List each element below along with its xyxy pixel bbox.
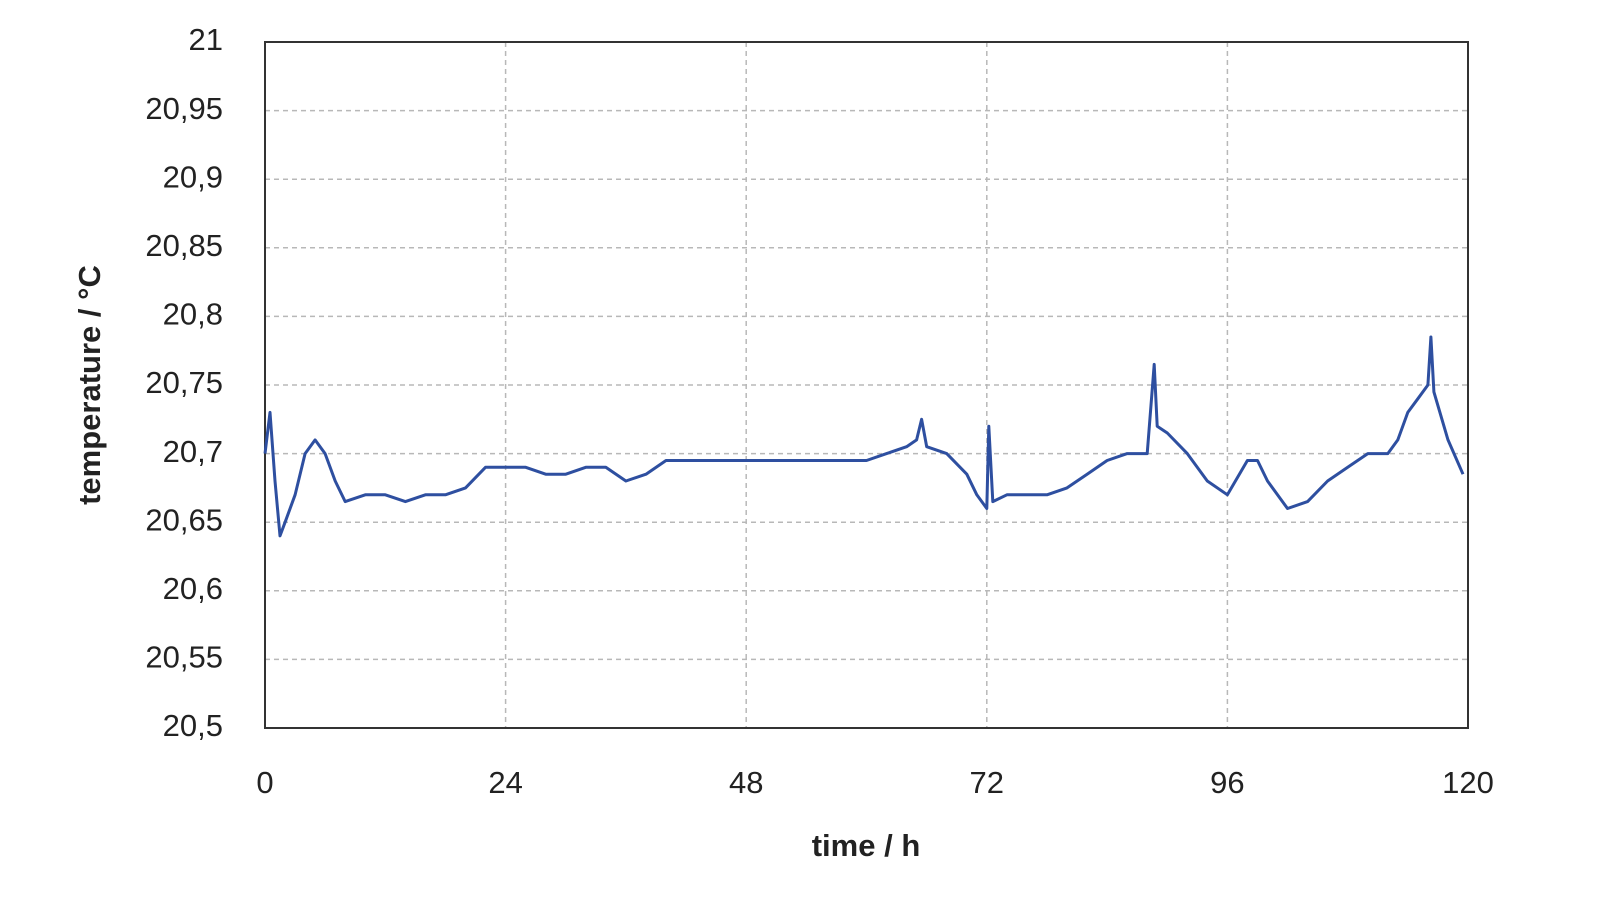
x-tick-label: 72	[970, 765, 1004, 800]
y-axis-label: temperature / °C	[72, 265, 107, 505]
x-axis-label: time / h	[812, 828, 921, 863]
y-tick-label: 20,7	[163, 434, 223, 469]
y-tick-label: 20,55	[145, 640, 223, 675]
y-tick-label: 20,5	[163, 708, 223, 743]
y-tick-label: 20,85	[145, 228, 223, 263]
y-tick-label: 20,9	[163, 159, 223, 194]
x-tick-label: 24	[488, 765, 522, 800]
x-tick-label: 120	[1442, 765, 1494, 800]
y-tick-label: 20,8	[163, 297, 223, 332]
y-tick-label: 21	[189, 22, 223, 57]
y-tick-label: 20,65	[145, 502, 223, 537]
x-tick-label: 48	[729, 765, 763, 800]
y-tick-label: 20,6	[163, 571, 223, 606]
y-tick-label: 20,75	[145, 365, 223, 400]
x-tick-label: 0	[256, 765, 273, 800]
x-tick-label: 96	[1210, 765, 1244, 800]
y-tick-label: 20,95	[145, 91, 223, 126]
plot-frame	[264, 41, 1469, 729]
data-line	[263, 335, 1465, 538]
